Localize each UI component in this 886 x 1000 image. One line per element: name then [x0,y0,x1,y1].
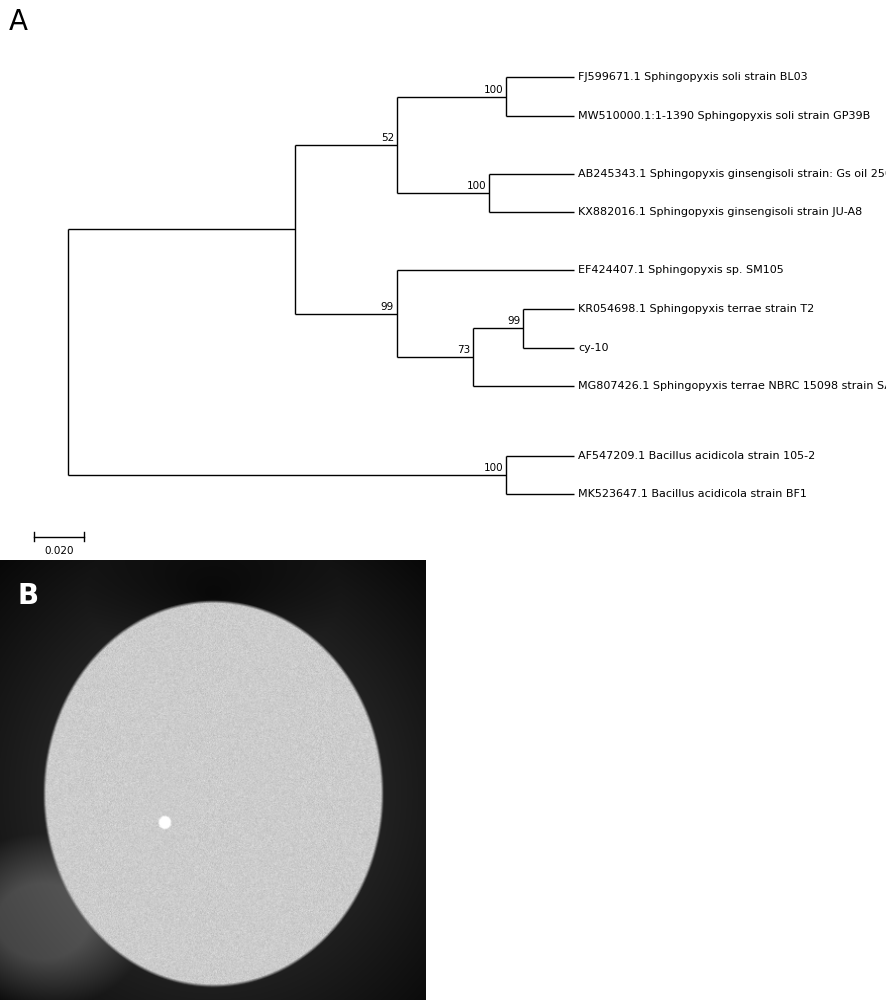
Text: 73: 73 [457,345,470,355]
Text: 100: 100 [484,85,504,95]
Text: 100: 100 [484,463,504,473]
Text: 100: 100 [467,181,487,191]
Text: FJ599671.1 Sphingopyxis soli strain BL03: FJ599671.1 Sphingopyxis soli strain BL03 [578,72,808,82]
Text: AB245343.1 Sphingopyxis ginsengisoli strain: Gs oil 250: AB245343.1 Sphingopyxis ginsengisoli str… [578,169,886,179]
Text: MG807426.1 Sphingopyxis terrae NBRC 15098 strain SAS22: MG807426.1 Sphingopyxis terrae NBRC 1509… [578,381,886,391]
Text: 99: 99 [381,302,394,312]
Text: MW510000.1:1-1390 Sphingopyxis soli strain GP39B: MW510000.1:1-1390 Sphingopyxis soli stra… [578,111,870,121]
Text: A: A [9,8,27,36]
Text: 52: 52 [381,133,394,143]
Text: 99: 99 [508,316,521,326]
Text: EF424407.1 Sphingopyxis sp. SM105: EF424407.1 Sphingopyxis sp. SM105 [578,265,784,275]
Text: 0.020: 0.020 [44,546,74,556]
Text: KR054698.1 Sphingopyxis terrae strain T2: KR054698.1 Sphingopyxis terrae strain T2 [578,304,814,314]
Text: B: B [17,582,38,610]
Text: KX882016.1 Sphingopyxis ginsengisoli strain JU-A8: KX882016.1 Sphingopyxis ginsengisoli str… [578,207,862,217]
Text: cy-10: cy-10 [578,343,609,353]
Text: AF547209.1 Bacillus acidicola strain 105-2: AF547209.1 Bacillus acidicola strain 105… [578,451,815,461]
Text: MK523647.1 Bacillus acidicola strain BF1: MK523647.1 Bacillus acidicola strain BF1 [578,489,807,499]
